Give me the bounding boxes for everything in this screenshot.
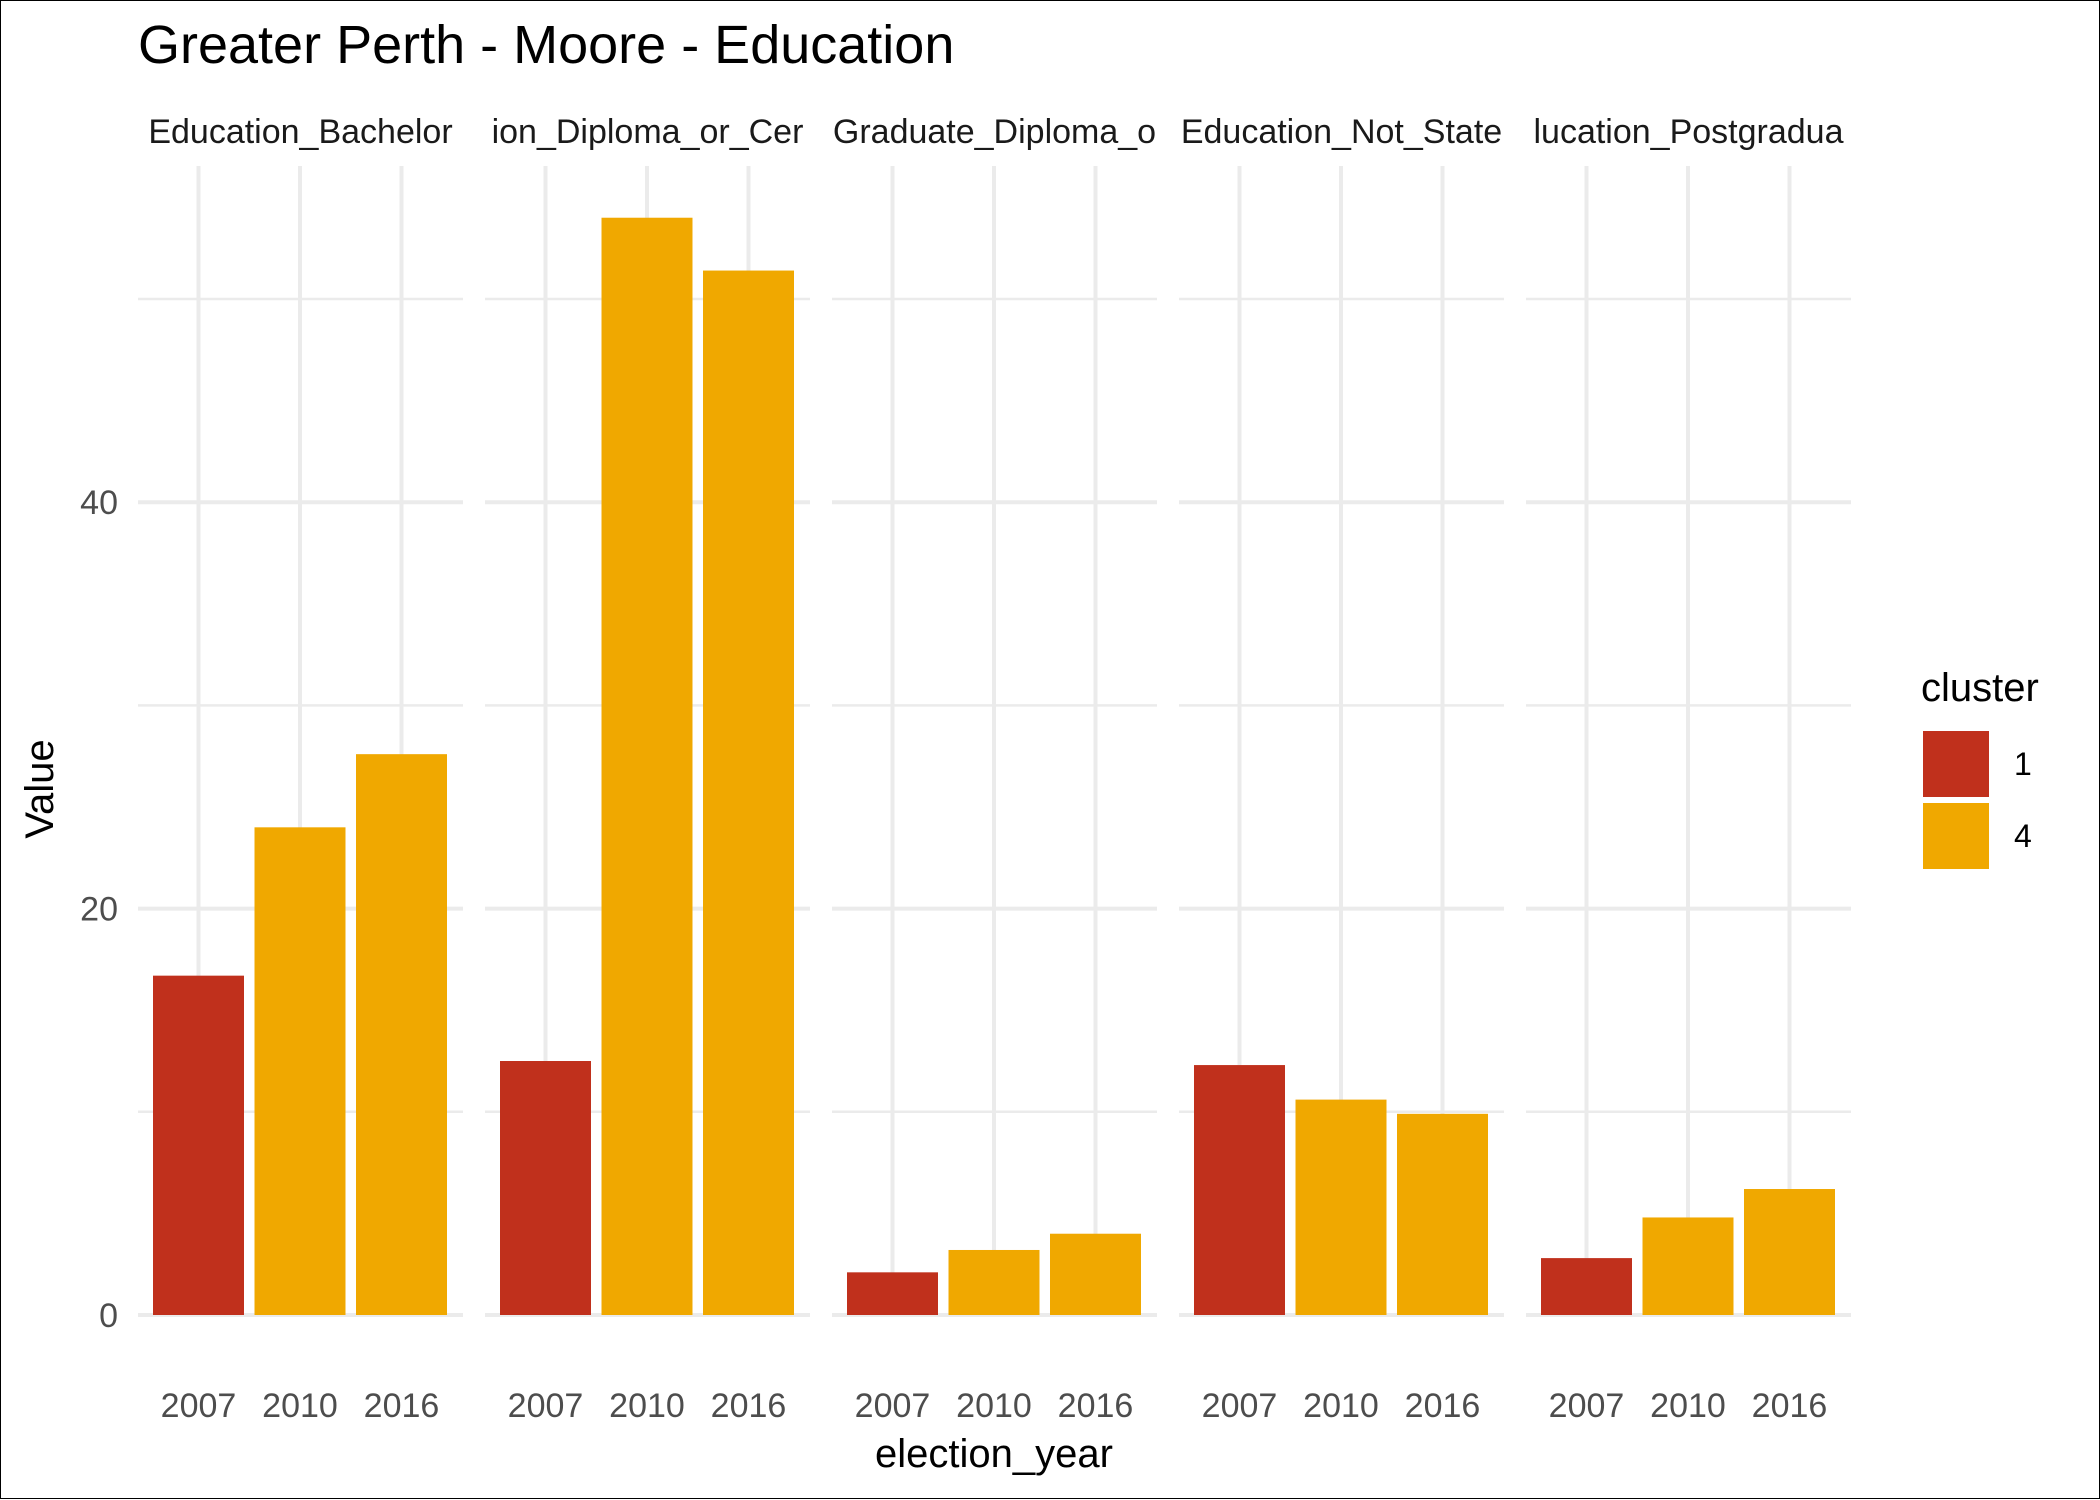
facet-panel: 2007 2010 2016 Education_Bachelor xyxy=(138,113,463,1425)
x-tick-label: 2007 xyxy=(161,1387,237,1425)
x-tick-label: 2010 xyxy=(1303,1387,1379,1425)
y-tick-label: 20 xyxy=(80,891,118,929)
x-tick-label: 2010 xyxy=(956,1387,1032,1425)
facet-strip-label: Education_Not_State xyxy=(1181,113,1502,151)
bar xyxy=(1050,1233,1141,1315)
facet-strip-label: ion_Diploma_or_Cer xyxy=(492,113,804,151)
legend-key xyxy=(1923,731,1989,797)
bar xyxy=(703,270,794,1315)
chart-title: Greater Perth - Moore - Education xyxy=(138,15,954,75)
bar xyxy=(1295,1099,1387,1315)
legend-label: 4 xyxy=(2014,818,2032,854)
facet-panel: 2007 2010 2016 lucation_Postgradua xyxy=(1526,113,1851,1425)
y-axis: 0 20 40 xyxy=(80,484,118,1335)
y-tick-label: 40 xyxy=(80,484,118,522)
bar xyxy=(500,1061,591,1315)
x-tick-label: 2007 xyxy=(508,1387,584,1425)
x-tick-label: 2007 xyxy=(1549,1387,1625,1425)
facet-strip-label: lucation_Postgradua xyxy=(1533,113,1843,151)
y-tick-label: 0 xyxy=(99,1297,118,1335)
legend-label: 1 xyxy=(2014,746,2032,782)
facet-panel: 2007 2010 2016 Education_Not_State xyxy=(1179,113,1504,1425)
bar xyxy=(254,827,346,1315)
x-tick-label: 2016 xyxy=(1405,1387,1481,1425)
bar xyxy=(948,1249,1040,1315)
x-tick-label: 2016 xyxy=(711,1387,787,1425)
x-tick-label: 2007 xyxy=(1202,1387,1278,1425)
facet-strip-label: Education_Bachelor xyxy=(148,113,452,151)
x-axis-title: election_year xyxy=(875,1432,1113,1476)
legend-title: cluster xyxy=(1921,666,2039,710)
x-tick-label: 2010 xyxy=(1650,1387,1726,1425)
legend: cluster 1 4 xyxy=(1921,666,2039,869)
x-tick-label: 2007 xyxy=(855,1387,931,1425)
bar xyxy=(1541,1258,1632,1315)
facet-strip-label: Graduate_Diploma_o xyxy=(833,113,1156,151)
bar xyxy=(1397,1113,1488,1315)
x-tick-label: 2016 xyxy=(364,1387,440,1425)
x-tick-label: 2010 xyxy=(609,1387,685,1425)
bar xyxy=(1744,1189,1835,1315)
bar xyxy=(1194,1065,1285,1315)
x-tick-label: 2016 xyxy=(1058,1387,1134,1425)
x-tick-label: 2016 xyxy=(1752,1387,1828,1425)
bar xyxy=(153,975,244,1315)
y-axis-title: Value xyxy=(18,739,62,838)
facet-panel: 2007 2010 2016 Graduate_Diploma_o xyxy=(832,113,1157,1425)
bar xyxy=(356,754,447,1315)
x-tick-label: 2010 xyxy=(262,1387,338,1425)
facet-panel: 2007 2010 2016 ion_Diploma_or_Cer xyxy=(485,113,810,1425)
bar xyxy=(847,1272,938,1315)
bar xyxy=(1642,1217,1734,1315)
bar xyxy=(601,217,693,1316)
legend-key xyxy=(1923,803,1989,869)
